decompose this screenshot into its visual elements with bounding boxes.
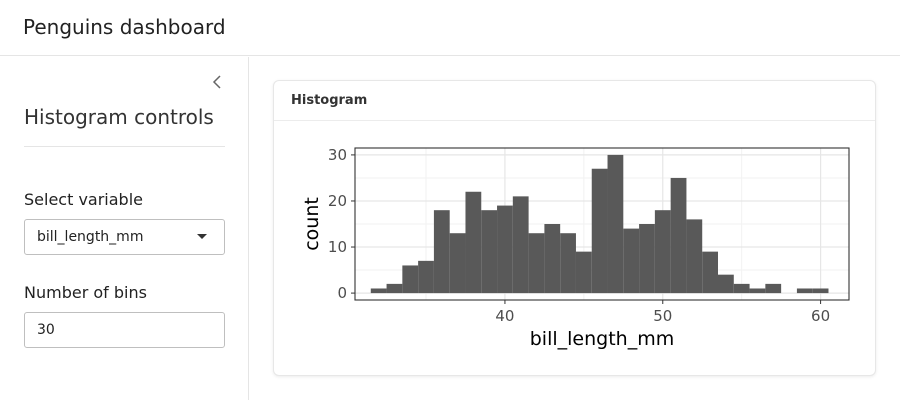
x-tick-label: 60	[811, 307, 830, 325]
x-axis-label: bill_length_mm	[530, 328, 674, 350]
histogram-bar	[433, 210, 450, 294]
histogram-bar	[591, 168, 608, 294]
histogram-bar	[654, 210, 671, 294]
histogram-bar	[544, 224, 561, 294]
histogram-bar	[481, 210, 498, 294]
histogram-bar	[575, 251, 592, 294]
y-tick-label: 30	[328, 146, 347, 164]
histogram-bar	[497, 205, 513, 294]
collapse-sidebar-button[interactable]	[206, 71, 228, 93]
select-variable-label: Select variable	[24, 190, 143, 209]
x-tick-label: 50	[653, 307, 672, 325]
histogram-bar	[402, 265, 419, 294]
caret-down-icon	[197, 234, 207, 239]
histogram-bar	[718, 274, 734, 294]
app-title: Penguins dashboard	[23, 15, 226, 39]
histogram-bar	[386, 283, 403, 294]
plot-border	[354, 147, 850, 301]
histogram-bar	[560, 233, 576, 294]
histogram-bar	[765, 283, 782, 294]
histogram-bar	[733, 283, 750, 294]
bins-input[interactable]	[24, 312, 225, 348]
sidebar-title: Histogram controls	[24, 105, 214, 129]
variable-select[interactable]: bill_length_mm	[24, 219, 225, 255]
x-tick-label: 40	[495, 307, 514, 325]
sidebar: Histogram controls Select variable bill_…	[0, 57, 249, 400]
histogram-bar	[370, 288, 387, 294]
histogram-bar	[686, 219, 703, 294]
chevron-left-icon	[212, 75, 221, 89]
histogram-bar	[449, 233, 466, 294]
histogram-bar	[749, 288, 766, 294]
histogram-bar	[465, 191, 482, 294]
histogram-bar	[418, 260, 434, 294]
y-axis-label: count	[301, 197, 323, 251]
histogram-bar	[702, 251, 719, 294]
histogram-card: Histogram 40 50 60 0 10 20 30 bill_length_mm cou…	[273, 80, 876, 376]
histogram-bar	[796, 288, 813, 294]
y-tick-label: 10	[328, 238, 347, 256]
histogram-plot: 40 50 60 0 10 20 30 bill_length_mm count	[301, 146, 850, 350]
histogram-bar	[623, 228, 640, 294]
card-title: Histogram	[291, 93, 368, 108]
histogram-bar	[639, 224, 655, 294]
bins-label: Number of bins	[24, 283, 147, 302]
histogram-bar	[812, 288, 829, 294]
sidebar-divider	[24, 146, 225, 147]
y-tick-label: 0	[337, 284, 347, 302]
histogram-bar	[670, 177, 687, 294]
histogram-bar	[528, 233, 545, 294]
histogram-bar	[607, 154, 624, 294]
card-header: Histogram	[274, 81, 875, 121]
histogram-bar	[512, 196, 529, 294]
y-tick-label: 20	[328, 192, 347, 210]
top-bar: Penguins dashboard	[0, 0, 900, 56]
variable-select-value: bill_length_mm	[37, 229, 144, 245]
